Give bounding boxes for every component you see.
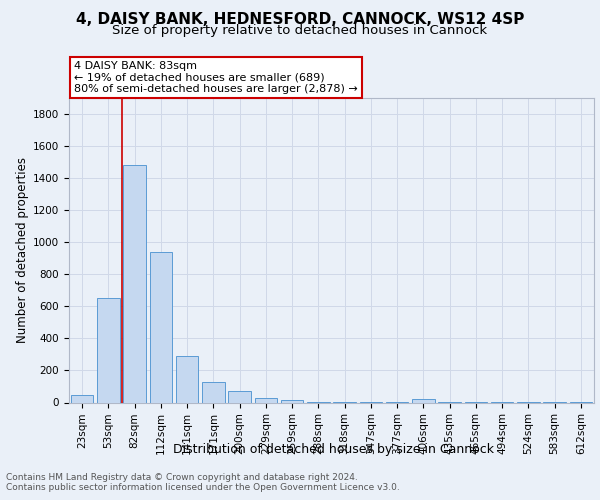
Bar: [281, 400, 303, 402]
Bar: [97, 298, 119, 403]
Bar: [71, 396, 93, 402]
Bar: [176, 356, 198, 403]
Bar: [229, 392, 251, 402]
Bar: [255, 398, 277, 402]
Text: 4 DAISY BANK: 83sqm
← 19% of detached houses are smaller (689)
80% of semi-detac: 4 DAISY BANK: 83sqm ← 19% of detached ho…: [74, 62, 358, 94]
Text: Contains HM Land Registry data © Crown copyright and database right 2024.
Contai: Contains HM Land Registry data © Crown c…: [6, 472, 400, 492]
Bar: [124, 165, 146, 402]
Text: Distribution of detached houses by size in Cannock: Distribution of detached houses by size …: [173, 442, 494, 456]
Text: 4, DAISY BANK, HEDNESFORD, CANNOCK, WS12 4SP: 4, DAISY BANK, HEDNESFORD, CANNOCK, WS12…: [76, 12, 524, 28]
Bar: [202, 382, 224, 402]
Y-axis label: Number of detached properties: Number of detached properties: [16, 157, 29, 343]
Bar: [150, 252, 172, 402]
Bar: [412, 400, 434, 402]
Text: Size of property relative to detached houses in Cannock: Size of property relative to detached ho…: [112, 24, 488, 37]
